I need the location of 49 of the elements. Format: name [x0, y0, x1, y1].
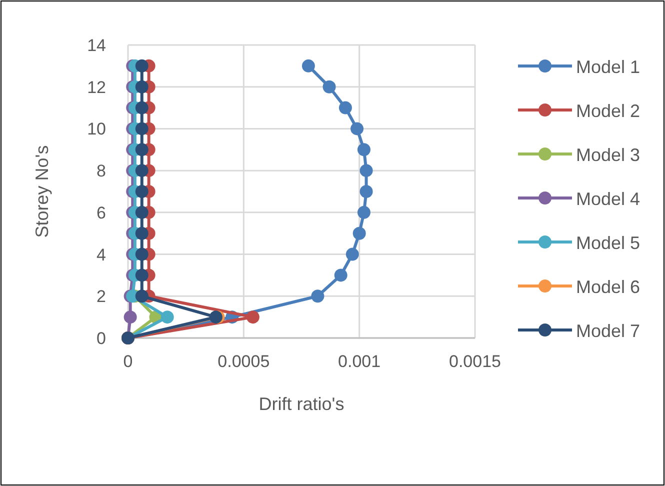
- y-tick-label: 2: [96, 287, 106, 306]
- point: [135, 290, 148, 303]
- y-tick-label: 14: [87, 36, 106, 55]
- legend-label: Model 5: [576, 233, 640, 253]
- legend-label: Model 1: [576, 57, 640, 77]
- x-tick-label: 0.0005: [218, 352, 270, 371]
- point: [135, 248, 148, 261]
- y-tick-label: 8: [96, 162, 106, 181]
- point: [357, 206, 370, 219]
- x-tick-label: 0: [123, 352, 133, 371]
- point: [338, 101, 352, 114]
- y-tick-label: 4: [96, 245, 106, 264]
- x-axis-title: Drift ratio's: [258, 394, 344, 414]
- point: [124, 310, 137, 324]
- point: [135, 59, 148, 72]
- legend-label: Model 6: [576, 277, 640, 297]
- point: [360, 164, 373, 178]
- point: [135, 268, 148, 282]
- point: [246, 310, 260, 324]
- point: [334, 268, 348, 282]
- y-tick-label: 10: [87, 120, 106, 139]
- point: [357, 143, 370, 156]
- point: [135, 122, 148, 136]
- point: [311, 290, 324, 303]
- point: [350, 122, 364, 136]
- x-tick-label: 0.001: [338, 352, 381, 371]
- legend-label: Model 3: [576, 145, 640, 165]
- point: [322, 80, 336, 94]
- legend-label: Model 7: [576, 321, 640, 341]
- point: [352, 226, 366, 240]
- point: [135, 80, 148, 94]
- point: [360, 185, 373, 198]
- point: [302, 59, 315, 72]
- point: [135, 101, 148, 114]
- y-tick-label: 6: [96, 203, 106, 222]
- point: [209, 310, 222, 324]
- y-tick-label: 12: [87, 78, 106, 97]
- legend-label: Model 2: [576, 101, 640, 121]
- point: [135, 143, 148, 156]
- point: [135, 206, 148, 219]
- y-axis-title: Storey No's: [32, 145, 52, 238]
- y-tick-label: 0: [96, 329, 106, 348]
- legend-label: Model 4: [576, 189, 640, 209]
- point: [160, 310, 174, 324]
- point: [135, 226, 148, 240]
- x-tick-label: 0.0015: [449, 352, 501, 371]
- point: [346, 248, 359, 261]
- point: [135, 185, 148, 198]
- point: [135, 164, 148, 178]
